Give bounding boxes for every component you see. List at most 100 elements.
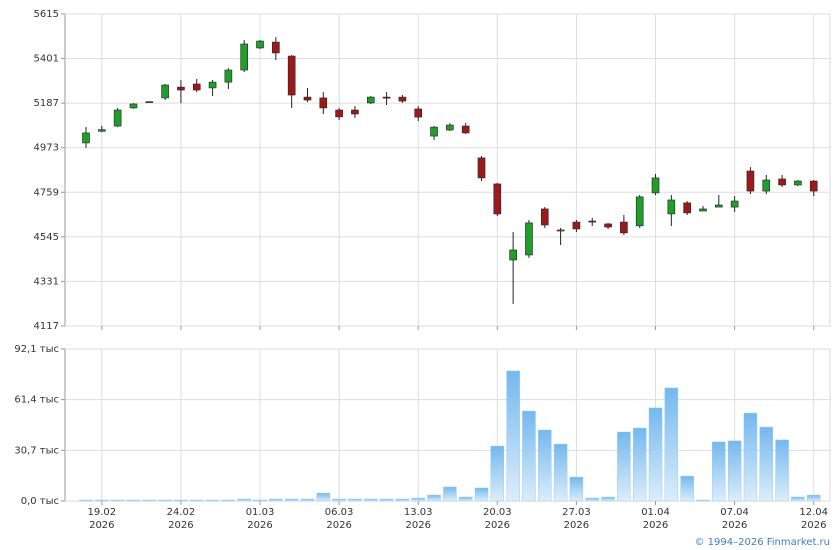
candle-body [177,86,185,91]
volume-bar [158,499,172,502]
x-tick-label: 12.04 2026 [799,507,829,531]
volume-bar [712,441,726,502]
candle-body [477,157,486,179]
y-tick-label: 4545 [34,232,59,243]
y-tick-label: 30,7 тыс [14,445,59,456]
candle-body [113,109,122,127]
volume-bar [411,497,425,502]
candle-body [778,178,786,186]
credit: © 1994–2026 Finmarket.ru [694,537,830,548]
x-tick-label: 27.03 2026 [562,507,591,531]
volume-bar [205,499,220,502]
volume-bar [79,499,93,502]
volume-bar [142,499,156,502]
candle-body [351,109,359,115]
volume-bar [633,427,647,502]
volume-bar [775,439,789,502]
candle-body [414,108,423,118]
y-tick-label: 4973 [34,143,59,154]
candle-body [129,103,138,109]
volume-bar [538,429,552,502]
candle-body [224,69,233,83]
candle-body [446,124,454,131]
volume-bar [221,499,236,502]
candle-body [683,202,691,214]
candle-body [809,180,818,192]
volume-bar [300,498,315,502]
y-tick-label: 61,4 тыс [14,395,59,406]
candle-body [714,204,723,208]
y-tick-label: 5615 [34,9,59,20]
candle-body [82,132,90,144]
volume-bar [284,498,299,502]
volume-bar [743,412,758,502]
x-tick-label: 07.04 2026 [720,507,749,531]
candle-body [540,208,549,226]
volume-bar [553,443,568,502]
candle-body [588,220,597,223]
volume-bar [522,410,536,502]
candle-body [572,221,581,230]
x-tick-label: 20.03 2026 [482,507,512,531]
volume-bar [506,370,520,502]
volume-bar [648,407,663,502]
volume-bar [759,426,773,502]
volume-bar [807,494,821,502]
candle-body [509,249,517,261]
volume-bar [364,498,378,502]
candle-body [430,126,438,137]
candle-body [319,97,328,109]
y-tick-label: 4331 [34,276,59,287]
candle-body [303,96,312,101]
candle-body [398,96,407,102]
x-tick-label: 01.04 2026 [641,507,670,531]
candle-body [620,221,628,234]
candle-body [240,43,248,71]
volume-bar [253,499,267,502]
panel [64,13,831,327]
volume-bar [316,492,330,502]
x-tick-label: 24.02 2026 [166,507,196,531]
y-tick-label: 4759 [34,187,59,198]
y-tick-label: 4117 [34,321,59,332]
volume-bar [585,497,599,502]
candle-body [635,196,644,227]
candle-body [794,180,802,186]
volume-bar [617,431,631,502]
volume-bar [569,476,584,502]
volume-bar [727,440,742,502]
candle-body [287,55,296,96]
volume-bar [664,387,679,502]
volume-bar [348,498,362,502]
candle-body [556,229,565,232]
candle-body [145,101,154,103]
x-tick-label: 06.03 2026 [324,507,354,531]
volume-bar [443,486,457,502]
y-tick-label: 92,1 тыс [14,344,59,355]
volume-bar [791,496,805,502]
volume-bar [601,496,615,502]
volume-bar [680,475,694,502]
candle-body [98,129,106,132]
volume-bar [95,499,109,502]
x-tick-label: 13.03 2026 [403,507,433,531]
volume-bar [490,445,505,502]
volume-bar [174,499,188,502]
volume-bar [269,498,283,502]
candle-body [525,222,533,256]
volume-bar [474,487,489,502]
volume-bar [395,498,410,502]
candle-body [161,84,169,99]
candle-body [382,96,391,99]
candle-body [746,170,755,192]
candle-body [651,177,660,194]
volume-bar [237,498,251,502]
candle-body [272,41,280,54]
volume-bar [110,499,125,502]
y-tick-label: 5187 [34,98,59,109]
candle-body [335,109,343,118]
y-tick-label: 0,0 тыс [21,496,59,507]
candle-body [667,199,676,215]
